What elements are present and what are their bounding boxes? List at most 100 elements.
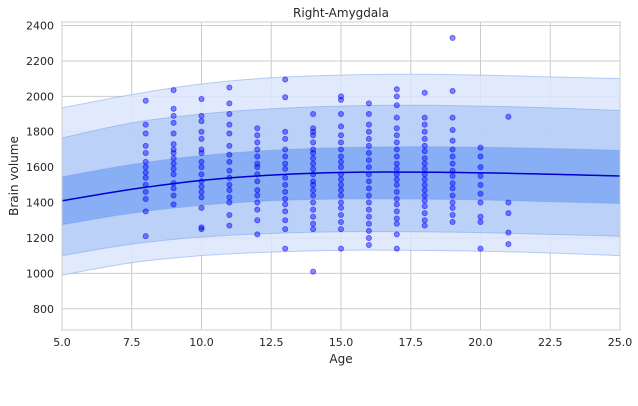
data-point [198,96,205,103]
data-point [254,192,261,199]
data-point [393,86,400,93]
data-point [477,181,484,188]
data-point [337,211,344,218]
data-point [449,160,456,167]
data-point [170,180,177,187]
data-point [393,215,400,222]
data-point [449,219,456,226]
data-point [421,222,428,229]
data-point [142,181,149,188]
y-tick-label: 1400 [26,197,54,210]
data-point [310,213,317,220]
data-point [142,149,149,156]
data-point [310,111,317,118]
data-point [337,146,344,153]
data-point [142,158,149,165]
data-point [282,201,289,208]
data-point [254,153,261,160]
data-point [449,88,456,95]
data-point [421,192,428,199]
data-point [198,224,205,231]
data-point [282,217,289,224]
data-point [310,139,317,146]
data-point [393,231,400,238]
y-tick-label: 800 [33,303,54,316]
data-point [142,130,149,137]
data-point [421,148,428,155]
data-point [142,164,149,171]
data-point [337,204,344,211]
data-point [310,125,317,132]
data-point [365,100,372,107]
data-point [254,146,261,153]
data-point [337,181,344,188]
data-point [226,158,233,165]
plot-border [61,21,621,331]
data-point [393,188,400,195]
data-point [170,185,177,192]
data-point [449,146,456,153]
data-point [226,130,233,137]
data-point [421,155,428,162]
data-point [198,118,205,125]
data-point [365,192,372,199]
data-point [142,208,149,215]
x-tick-label: 5.0 [53,336,71,349]
data-point [282,135,289,142]
data-point [421,142,428,149]
data-point [226,174,233,181]
data-point [337,226,344,233]
data-point [282,208,289,215]
data-point [198,135,205,142]
data-point [142,142,149,149]
data-point [477,153,484,160]
data-point [449,167,456,174]
data-point [393,132,400,139]
data-point [449,172,456,179]
data-point [226,151,233,158]
data-point [421,165,428,172]
data-point [449,34,456,41]
data-point [254,187,261,194]
data-point [310,155,317,162]
data-point [337,192,344,199]
data-point [142,121,149,128]
data-point [254,206,261,213]
data-point [421,114,428,121]
data-point [254,178,261,185]
data-point [170,155,177,162]
data-point [337,158,344,165]
data-point [142,188,149,195]
data-point [393,165,400,172]
y-tick-label: 2400 [26,20,54,33]
data-point [226,187,233,194]
data-point [337,153,344,160]
x-tick-label: 22.5 [538,336,563,349]
data-point [421,135,428,142]
data-point [310,220,317,227]
data-point [365,185,372,192]
data-point [421,181,428,188]
data-point [365,128,372,135]
data-point [282,160,289,167]
data-points [142,34,512,275]
data-point [365,171,372,178]
data-point [198,146,205,153]
data-point [365,199,372,206]
data-point [449,192,456,199]
data-point [477,199,484,206]
data-point [170,87,177,94]
data-point [170,192,177,199]
data-point [170,130,177,137]
data-point [282,226,289,233]
data-point [337,187,344,194]
y-tick-label: 2000 [26,90,54,103]
data-point [393,102,400,109]
data-point [365,135,372,142]
data-point [282,153,289,160]
data-point [170,112,177,119]
data-point [310,146,317,153]
data-point [337,132,344,139]
data-point [142,97,149,104]
